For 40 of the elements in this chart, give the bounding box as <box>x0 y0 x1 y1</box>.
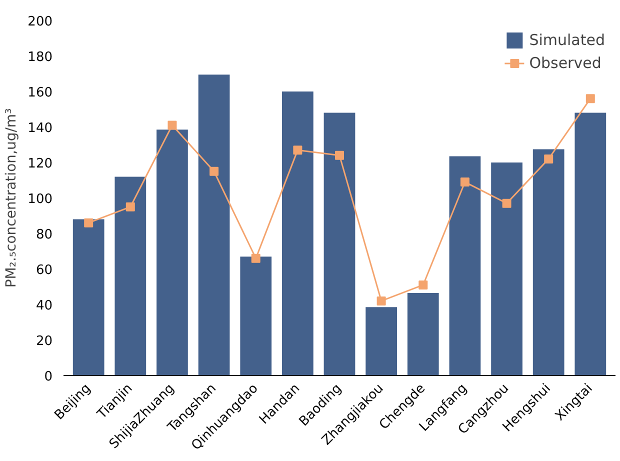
point <box>418 280 428 290</box>
legend-label: Observed <box>529 54 602 72</box>
bar <box>282 92 314 376</box>
y-axis-title: PM₂.₅concentration,ug/m³ <box>4 108 20 288</box>
bar <box>532 149 564 376</box>
bar <box>366 307 397 376</box>
bar <box>156 130 188 376</box>
legend-label: Simulated <box>529 31 605 49</box>
bar <box>198 74 230 376</box>
bar <box>114 176 146 376</box>
bar <box>324 112 356 376</box>
point <box>251 254 260 263</box>
point <box>126 202 135 212</box>
bar <box>491 162 522 376</box>
y-tick-label: 180 <box>28 50 53 65</box>
point <box>376 296 386 306</box>
y-tick-label: 0 <box>44 370 53 384</box>
bar <box>240 256 272 376</box>
point <box>586 94 595 104</box>
y-tick-label: 120 <box>28 156 53 172</box>
point <box>210 166 219 176</box>
bar <box>72 219 104 376</box>
y-tick-label: 60 <box>36 263 53 278</box>
point <box>84 218 94 228</box>
y-tick-label: 200 <box>28 14 53 30</box>
bar <box>449 156 481 376</box>
point <box>502 198 512 208</box>
y-tick-label: 80 <box>36 228 53 242</box>
point <box>335 150 344 160</box>
point <box>168 120 177 130</box>
y-tick-label: 140 <box>28 121 53 136</box>
point <box>544 154 554 164</box>
bar <box>407 292 439 376</box>
y-tick-label: 40 <box>36 298 53 314</box>
point <box>293 146 302 155</box>
y-tick-label: 160 <box>28 86 53 100</box>
y-tick-label: 20 <box>36 334 53 349</box>
bar <box>574 112 606 376</box>
y-tick-label: 100 <box>28 192 53 207</box>
point <box>460 178 470 187</box>
